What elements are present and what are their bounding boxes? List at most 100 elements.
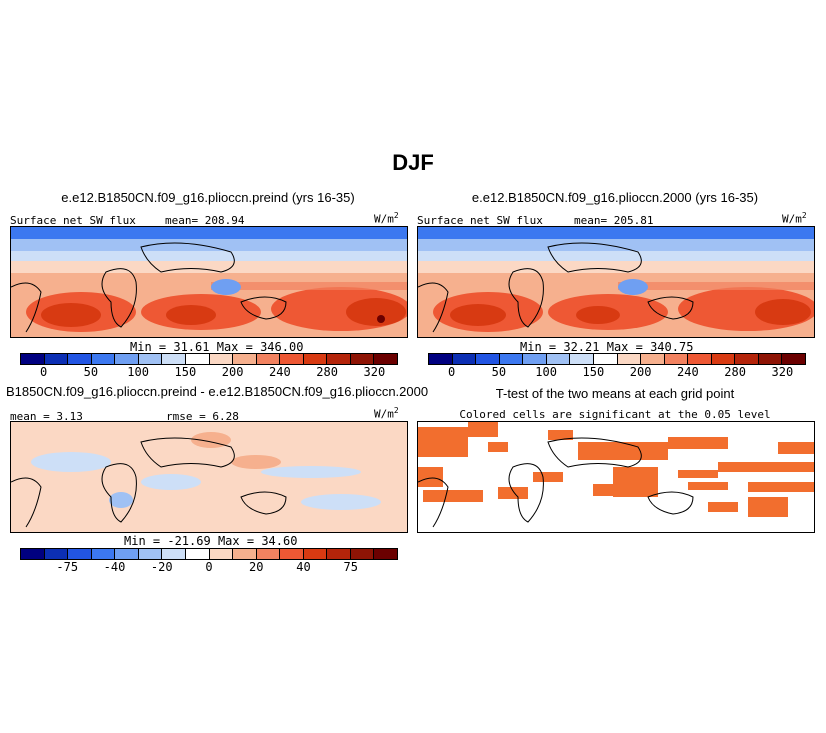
colorbar-tick-label: 0	[205, 560, 213, 574]
colorbar-swatch	[115, 354, 139, 364]
colorbar-tick-label: -40	[103, 560, 126, 574]
map-ttest	[417, 421, 815, 533]
colorbar-swatch	[233, 354, 257, 364]
colorbar-swatch	[782, 354, 805, 364]
colorbar-swatch	[44, 549, 69, 559]
colorbar-tick-label: 200	[221, 365, 244, 379]
colorbar-tick-label: 150	[582, 365, 605, 379]
colorbar-swatch	[664, 354, 689, 364]
colorbar-tick-label: 280	[724, 365, 746, 379]
colorbar-swatch	[162, 549, 186, 559]
colorbar-swatch	[303, 549, 328, 559]
colorbar-tick-label: -75	[56, 560, 79, 574]
colorbar-swatch	[350, 549, 375, 559]
panel-2000-units: W/m2	[782, 211, 807, 226]
panel-2000-mean: mean= 205.81	[574, 214, 654, 227]
colorbar-swatch	[617, 354, 642, 364]
colorbar-preind	[20, 353, 398, 365]
colorbar-swatch	[758, 354, 783, 364]
colorbar-swatch	[688, 354, 712, 364]
colorbar-swatch	[256, 549, 281, 559]
colorbar-swatch	[523, 354, 547, 364]
colorbar-preind-ticks: 0 50 100 150 200 240 280 320	[20, 365, 398, 379]
colorbar-swatch	[138, 549, 163, 559]
colorbar-swatch	[429, 354, 453, 364]
map-preind-field	[11, 227, 407, 337]
colorbar-diff	[20, 548, 398, 560]
colorbar-2000	[428, 353, 806, 365]
colorbar-swatch	[185, 549, 210, 559]
map-2000	[417, 226, 815, 338]
colorbar-tick-label: 320	[363, 365, 386, 379]
colorbar-tick-label: 75	[343, 560, 358, 574]
panel-diff-mean: mean = 3.13	[10, 410, 83, 423]
colorbar-swatch	[499, 354, 524, 364]
colorbar-2000-ticks: 0 50 100 150 200 240 280 320	[428, 365, 806, 379]
colorbar-swatch	[68, 354, 92, 364]
colorbar-swatch	[21, 549, 45, 559]
colorbar-swatch	[327, 549, 351, 559]
colorbar-swatch	[374, 354, 397, 364]
colorbar-tick-label: 40	[296, 560, 311, 574]
colorbar-tick-label: 200	[629, 365, 652, 379]
panel-diff-minmax: Min = -21.69 Max = 34.60	[124, 534, 298, 548]
map-diff	[10, 421, 408, 533]
panel-ttest-subtitle: Colored cells are significant at the 0.0…	[459, 408, 771, 421]
colorbar-swatch	[209, 354, 234, 364]
panel-preind-minmax: Min = 31.61 Max = 346.00	[130, 340, 304, 354]
colorbar-swatch	[711, 354, 736, 364]
colorbar-diff-ticks: -75 -40 -20 0 20 40 75	[20, 560, 398, 574]
colorbar-tick-label: 240	[269, 365, 291, 379]
colorbar-swatch	[115, 549, 139, 559]
panel-preind-mean: mean= 208.94	[165, 214, 245, 227]
panel-diff-units: W/m2	[374, 406, 399, 421]
colorbar-swatch	[233, 549, 257, 559]
colorbar-swatch	[91, 549, 116, 559]
colorbar-swatch	[138, 354, 163, 364]
colorbar-tick-label: 150	[174, 365, 197, 379]
map-preind	[10, 226, 408, 338]
colorbar-swatch	[327, 354, 351, 364]
colorbar-swatch	[546, 354, 571, 364]
colorbar-swatch	[303, 354, 328, 364]
colorbar-tick-label: 100	[535, 365, 557, 379]
figure-title: DJF	[392, 150, 434, 175]
colorbar-swatch	[280, 549, 304, 559]
significant-cells	[418, 422, 814, 517]
colorbar-tick-label: 240	[677, 365, 699, 379]
colorbar-tick-label: 0	[448, 365, 456, 379]
colorbar-tick-label: 50	[83, 365, 99, 379]
colorbar-swatch	[641, 354, 665, 364]
map-ttest-field	[418, 422, 814, 532]
map-diff-field	[11, 422, 407, 532]
colorbar-tick-label: -20	[150, 560, 173, 574]
panel-diff-rmse: rmse = 6.28	[166, 410, 239, 423]
colorbar-tick-label: 20	[249, 560, 264, 574]
colorbar-tick-label: 320	[771, 365, 794, 379]
colorbar-swatch	[91, 354, 116, 364]
colorbar-swatch	[570, 354, 594, 364]
colorbar-swatch	[162, 354, 186, 364]
panel-preind-title: e.e12.B1850CN.f09_g16.plioccn.preind (yr…	[61, 190, 355, 205]
panel-preind-label: Surface net SW flux	[10, 214, 136, 227]
panel-2000-label: Surface net SW flux	[417, 214, 543, 227]
map-2000-field	[418, 227, 814, 337]
colorbar-swatch	[44, 354, 69, 364]
colorbar-swatch	[350, 354, 375, 364]
panel-2000-title: e.e12.B1850CN.f09_g16.plioccn.2000 (yrs …	[471, 190, 759, 205]
colorbar-tick-label: 50	[491, 365, 507, 379]
panel-ttest-title: T-test of the two means at each grid poi…	[495, 386, 735, 401]
colorbar-swatch	[256, 354, 281, 364]
colorbar-tick-label: 100	[127, 365, 149, 379]
colorbar-swatch	[68, 549, 92, 559]
colorbar-swatch	[280, 354, 304, 364]
colorbar-swatch	[476, 354, 500, 364]
colorbar-tick-label: 0	[40, 365, 48, 379]
panel-2000-minmax: Min = 32.21 Max = 340.75	[520, 340, 694, 354]
colorbar-swatch	[21, 354, 45, 364]
colorbar-swatch	[209, 549, 234, 559]
colorbar-tick-label: 280	[316, 365, 338, 379]
panel-preind-units: W/m2	[374, 211, 399, 226]
colorbar-swatch	[374, 549, 397, 559]
colorbar-swatch	[452, 354, 477, 364]
